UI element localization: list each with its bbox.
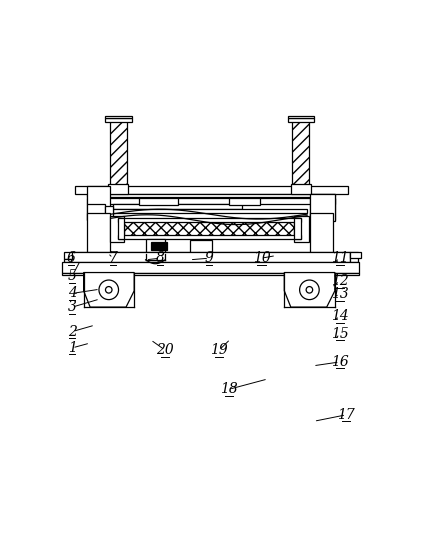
Text: 11: 11: [331, 251, 349, 265]
Polygon shape: [84, 273, 134, 307]
Bar: [310, 213, 333, 252]
Bar: [71, 252, 349, 262]
Bar: [105, 118, 132, 122]
Text: 19: 19: [210, 343, 228, 357]
Bar: [110, 120, 127, 186]
Bar: [293, 120, 309, 186]
Bar: [146, 239, 165, 254]
Circle shape: [306, 287, 313, 293]
Polygon shape: [284, 273, 335, 307]
Text: 8: 8: [156, 251, 165, 265]
Bar: [110, 216, 125, 242]
Bar: [125, 220, 294, 235]
Bar: [62, 273, 359, 275]
Bar: [349, 252, 358, 262]
Circle shape: [99, 280, 119, 300]
Bar: [291, 184, 311, 194]
Bar: [71, 252, 349, 262]
Text: 2: 2: [68, 324, 77, 339]
Text: 1: 1: [68, 341, 77, 355]
Text: 15: 15: [331, 327, 349, 341]
Bar: [113, 204, 242, 208]
Bar: [108, 184, 128, 194]
Bar: [153, 254, 169, 259]
Text: 9: 9: [205, 251, 214, 265]
Text: 3: 3: [68, 300, 77, 314]
Bar: [310, 194, 335, 221]
Text: 16: 16: [331, 355, 349, 369]
Bar: [75, 186, 348, 194]
Text: 13: 13: [331, 287, 349, 301]
Bar: [87, 198, 335, 204]
Bar: [105, 116, 132, 118]
Bar: [288, 118, 314, 122]
Text: 5: 5: [68, 269, 77, 283]
Bar: [64, 259, 71, 262]
Text: 18: 18: [220, 382, 238, 397]
Bar: [62, 262, 359, 273]
Text: 6: 6: [66, 251, 75, 265]
Circle shape: [106, 287, 112, 293]
Bar: [190, 240, 213, 255]
Circle shape: [300, 280, 319, 300]
Bar: [87, 204, 105, 220]
Bar: [64, 252, 72, 259]
Bar: [105, 206, 113, 220]
Bar: [118, 218, 125, 239]
Bar: [294, 218, 301, 239]
Bar: [310, 198, 335, 220]
Text: 4: 4: [68, 287, 77, 300]
Bar: [288, 116, 314, 118]
Text: 10: 10: [253, 251, 270, 265]
Bar: [87, 186, 110, 220]
Bar: [349, 252, 361, 257]
Text: 17: 17: [337, 408, 355, 422]
Text: 14: 14: [331, 309, 349, 323]
Bar: [87, 194, 335, 197]
Text: 7: 7: [109, 251, 117, 265]
Bar: [139, 198, 178, 205]
Bar: [87, 213, 110, 261]
Bar: [229, 198, 260, 205]
Text: 12: 12: [331, 274, 349, 288]
Bar: [151, 242, 167, 250]
Text: 20: 20: [156, 343, 174, 357]
Bar: [113, 208, 307, 213]
Bar: [118, 218, 301, 222]
Bar: [118, 235, 301, 239]
Bar: [294, 216, 309, 242]
